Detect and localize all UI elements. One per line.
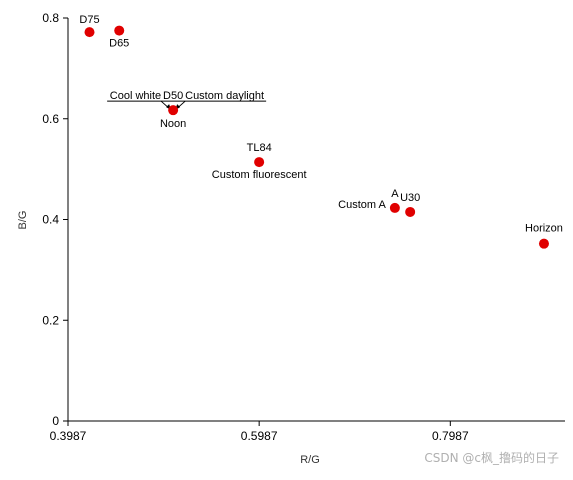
data-point-a xyxy=(389,202,400,213)
annotation-label: Custom daylight xyxy=(185,90,264,102)
x-tick-label: 0.3987 xyxy=(50,429,87,443)
annotation-label: Custom A xyxy=(338,199,386,211)
y-tick-label: 0.6 xyxy=(42,112,59,126)
y-axis-title: B/G xyxy=(17,211,29,230)
point-label: D65 xyxy=(109,38,129,50)
point-label: TL84 xyxy=(247,142,272,154)
data-point-d75 xyxy=(84,27,95,38)
annotation-label: Custom fluorescent xyxy=(212,169,307,181)
y-tick-label: 0.2 xyxy=(42,313,59,327)
ticks: 0 0.2 0.4 0.6 0.8 0.3987 0.5987 0.7987 xyxy=(42,11,469,443)
point-label: D50 xyxy=(163,90,183,102)
point-label: U30 xyxy=(400,192,420,204)
annotation-label: Cool white xyxy=(110,90,161,102)
y-tick-label: 0.8 xyxy=(42,11,59,25)
axes xyxy=(67,18,565,422)
watermark: CSDN @c枫_撸码的日子 xyxy=(424,451,559,465)
data-point-d50 xyxy=(168,105,179,116)
data-points: D75 D65 D50 TL84 A U30 Horizon xyxy=(79,14,563,249)
data-point-horizon xyxy=(538,238,549,249)
x-tick-label: 0.5987 xyxy=(241,429,278,443)
point-label: Horizon xyxy=(525,223,563,235)
x-tick-label: 0.7987 xyxy=(432,429,469,443)
y-tick-label: 0 xyxy=(52,414,59,428)
x-axis-title: R/G xyxy=(300,454,320,466)
data-point-tl84 xyxy=(254,157,265,168)
data-point-d65 xyxy=(114,25,125,36)
annotations: Noon Custom fluorescent Custom A Cool white… xyxy=(107,90,387,211)
data-point-u30 xyxy=(405,206,416,217)
y-tick-label: 0.4 xyxy=(42,213,59,227)
point-label: A xyxy=(391,188,399,200)
point-label: D75 xyxy=(79,14,99,26)
annotation-label: Noon xyxy=(160,118,186,130)
